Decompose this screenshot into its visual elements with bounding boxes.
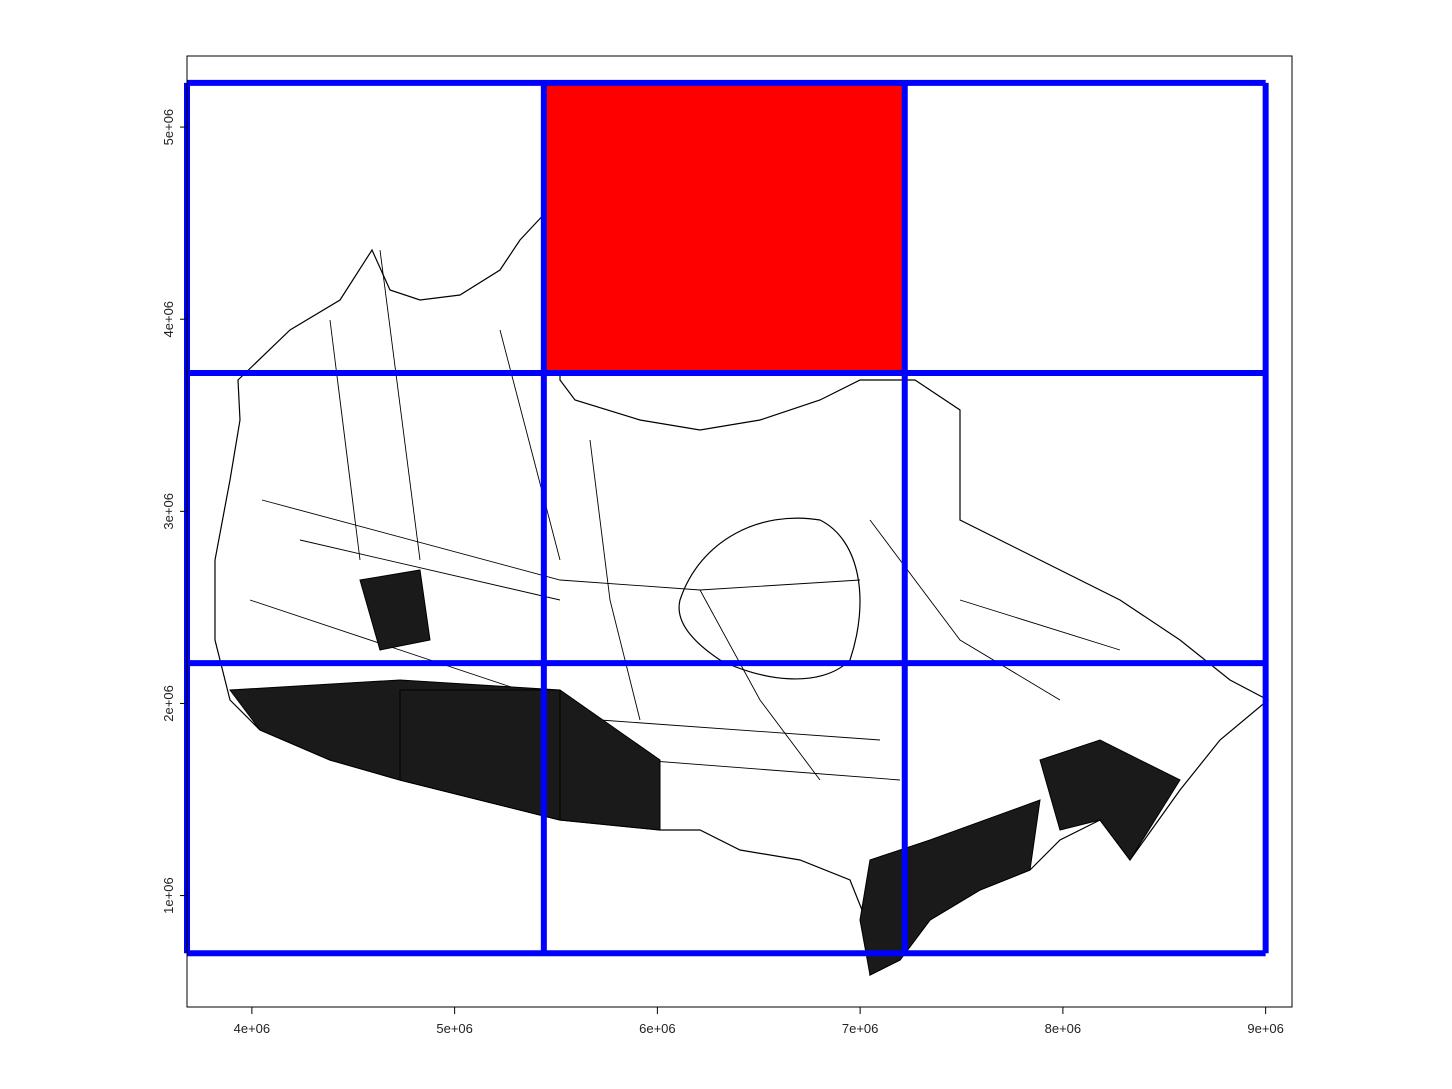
bay-outline	[678, 517, 861, 680]
dense-boundaries	[1039, 739, 1181, 861]
x-tick-label: 9e+06	[1247, 1021, 1284, 1036]
grid-layer	[184, 79, 1269, 957]
x-tick-label: 5e+06	[436, 1021, 473, 1036]
y-tick-label: 2e+06	[161, 685, 176, 722]
dense-boundaries	[399, 689, 561, 821]
x-tick-label: 6e+06	[639, 1021, 676, 1036]
x-tick-label: 7e+06	[842, 1021, 879, 1036]
dense-boundaries	[359, 569, 431, 651]
region-boundary	[249, 599, 551, 701]
axes-layer: 4e+06 5e+06 6e+06 7e+06 8e+06 9e+06 1e+06 2e+06…	[161, 55, 1293, 1036]
region-boundary	[959, 599, 1121, 651]
region-boundary	[599, 719, 881, 741]
y-tick-label: 1e+06	[161, 877, 176, 914]
region-boundary	[699, 589, 821, 781]
region-boundary	[869, 519, 1061, 701]
region-boundary	[329, 319, 361, 561]
region-boundary	[299, 539, 561, 601]
region-boundary	[639, 759, 901, 781]
region-boundary	[499, 329, 561, 561]
y-tick-label: 4e+06	[161, 301, 176, 338]
region-boundary	[589, 439, 641, 721]
y-tick-label: 5e+06	[161, 109, 176, 146]
highlighted-grid-cell	[543, 82, 905, 373]
x-tick-label: 4e+06	[234, 1021, 271, 1036]
region-boundary	[261, 499, 861, 591]
region-boundary	[379, 249, 421, 561]
y-tick-label: 3e+06	[161, 493, 176, 530]
x-tick-label: 8e+06	[1045, 1021, 1082, 1036]
